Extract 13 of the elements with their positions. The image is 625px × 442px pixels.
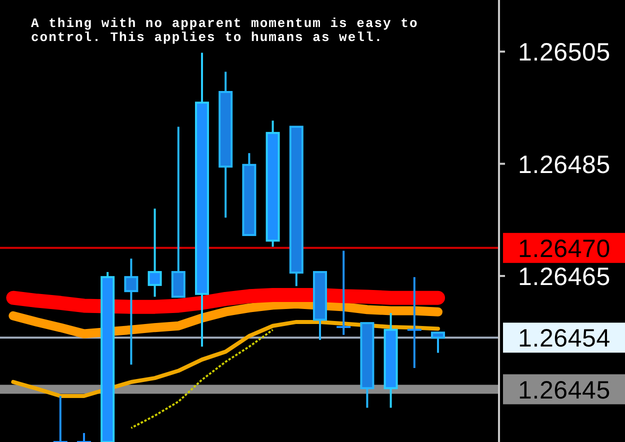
line-series: [11, 320, 440, 398]
candlestick: [431, 332, 445, 354]
ref-line-label: 1.26470: [518, 234, 610, 263]
y-tick-label: 1.26485: [518, 150, 610, 179]
candlestick: [148, 208, 162, 298]
candlestick: [76, 432, 92, 442]
candlestick: [124, 258, 138, 366]
annotation: A thing with no apparent momentum is easy to control. This applies to humans as well.: [31, 16, 418, 45]
y-tick-label: 1.26465: [518, 262, 610, 291]
band-label: 1.26445: [518, 376, 610, 404]
ref-line-label: 1.26454: [518, 324, 610, 353]
y-tick-label: 1.26505: [518, 38, 610, 67]
line-series: [130, 328, 274, 429]
